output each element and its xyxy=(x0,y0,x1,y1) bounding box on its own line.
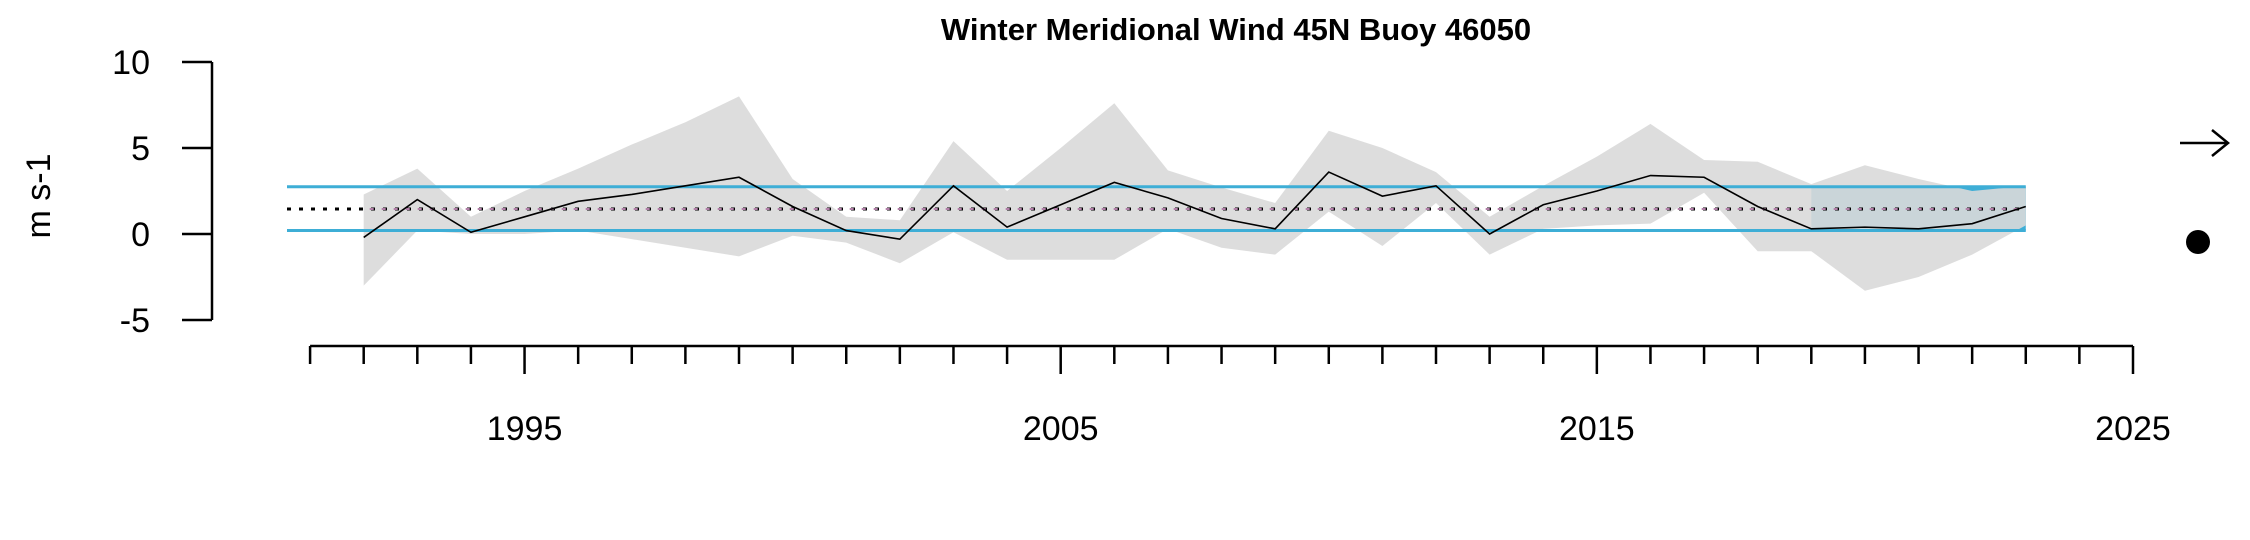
uncertainty-band xyxy=(363,96,2026,291)
x-tick-label-2005: 2005 xyxy=(1023,410,1099,448)
x-axis: 1995 2005 2015 2025 xyxy=(308,344,2171,448)
y-tick-label-5: 5 xyxy=(131,130,150,168)
x-tick-label-2025: 2025 xyxy=(2095,410,2171,448)
series-line xyxy=(363,171,2027,241)
arrow-head xyxy=(2211,129,2230,157)
y-tick-label-10: 10 xyxy=(112,44,150,82)
filled-circle-icon xyxy=(2186,230,2210,254)
y-tick-label--5: -5 xyxy=(120,302,150,340)
y-axis-label: m s-1 xyxy=(20,154,58,239)
chart-title: Winter Meridional Wind 45N Buoy 46050 xyxy=(941,12,1531,47)
y-tick-label-0: 0 xyxy=(131,216,150,254)
plot-area xyxy=(287,96,2027,291)
trend-indicators xyxy=(2180,129,2230,254)
x-tick-label-2015: 2015 xyxy=(1559,410,1635,448)
right-arrow-icon xyxy=(2180,129,2230,157)
x-tick-label-1995: 1995 xyxy=(487,410,563,448)
y-axis: -5 0 5 10 xyxy=(112,44,214,340)
